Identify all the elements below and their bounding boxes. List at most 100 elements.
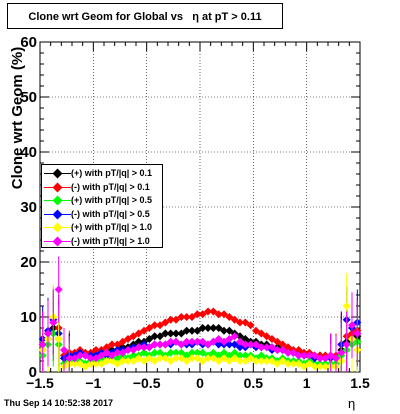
data-point <box>70 359 79 368</box>
x-tick-label: −1 <box>85 375 101 391</box>
data-point <box>225 340 234 349</box>
data-point <box>236 337 244 346</box>
data-point <box>76 351 84 360</box>
data-point <box>252 357 260 365</box>
data-point <box>156 340 164 349</box>
data-point <box>204 307 212 316</box>
data-point <box>166 337 175 346</box>
legend-entry: (-) with pT/|q| > 0.1 <box>42 181 162 194</box>
data-point <box>145 324 154 332</box>
legend-label: (-) with pT/|q| > 0.1 <box>71 181 150 192</box>
data-point <box>177 354 186 363</box>
legend-entry: (-) with pT/|q| > 1.0 <box>42 235 162 248</box>
data-point <box>92 354 100 363</box>
data-point <box>198 310 207 319</box>
timestamp-footer: Thu Sep 14 10:52:38 2017 <box>4 398 114 408</box>
data-point <box>188 326 196 335</box>
tick-labels: 0 10 20 30 40 50 60 −1.5 −1 −0.5 0 0.5 1 1.5 <box>20 34 370 391</box>
data-point <box>92 346 100 354</box>
data-point <box>177 340 186 349</box>
data-point <box>86 354 95 363</box>
data-point <box>118 357 127 365</box>
data-point <box>305 359 314 368</box>
data-point <box>321 354 330 363</box>
data-point <box>220 348 228 357</box>
data-point <box>182 337 191 346</box>
data-point <box>65 354 74 363</box>
data-point <box>204 354 212 363</box>
data-point <box>108 351 116 360</box>
data-point <box>150 321 159 330</box>
legend-marker-red <box>44 182 71 192</box>
legend-label: (+) with pT/|q| > 1.0 <box>71 222 153 232</box>
data-point <box>140 348 148 357</box>
y-tick-label: 60 <box>20 34 37 51</box>
data-point <box>353 329 362 338</box>
data-point <box>273 337 282 346</box>
data-point <box>182 357 191 365</box>
data-point <box>326 351 335 360</box>
data-point <box>273 346 282 354</box>
data-point <box>332 354 340 363</box>
data-point <box>273 359 282 368</box>
data-point <box>102 357 111 365</box>
data-point <box>241 351 250 360</box>
data-point <box>246 340 255 349</box>
data-point <box>236 357 244 365</box>
data-point <box>118 348 127 357</box>
data-point <box>161 329 170 338</box>
data-point <box>214 324 223 332</box>
data-point <box>220 310 228 319</box>
data-point <box>188 313 196 321</box>
data-point <box>278 346 287 354</box>
data-point <box>97 359 106 368</box>
data-point <box>246 354 255 363</box>
y-tick-label: 0 <box>29 364 37 381</box>
data-point <box>214 335 223 343</box>
data-point <box>214 357 223 365</box>
data-point <box>321 362 330 371</box>
data-point <box>305 351 314 360</box>
data-point <box>225 357 234 365</box>
data-point <box>241 318 250 327</box>
data-point <box>241 340 250 349</box>
data-point <box>172 354 180 363</box>
legend-marker-blue <box>44 209 71 219</box>
data-point <box>86 359 95 368</box>
legend-entry: (-) with pT/|q| > 0.5 <box>42 208 162 221</box>
legend-entry: (+) with pT/|q| > 0.5 <box>42 194 162 207</box>
data-point <box>209 337 218 346</box>
data-point <box>268 343 276 352</box>
legend-label: (-) with pT/|q| > 1.0 <box>71 235 150 246</box>
data-point <box>214 310 223 319</box>
data-point <box>310 351 319 360</box>
data-point <box>134 354 143 363</box>
data-point <box>113 359 122 368</box>
data-point <box>230 354 239 363</box>
data-point <box>198 348 207 357</box>
data-point <box>230 340 239 349</box>
data-point <box>177 329 186 338</box>
data-point <box>204 324 212 332</box>
data-point <box>81 351 90 360</box>
data-point <box>262 332 271 341</box>
data-point <box>316 354 324 363</box>
x-tick-label: 0 <box>196 375 204 391</box>
data-point <box>188 354 196 363</box>
y-tick-label: 30 <box>20 199 37 216</box>
data-point <box>316 362 324 371</box>
data-point <box>124 346 132 354</box>
data-point <box>241 357 250 365</box>
data-point <box>44 329 52 338</box>
data-point <box>182 326 191 335</box>
data-point <box>225 335 234 343</box>
data-point <box>225 326 234 335</box>
data-point <box>193 348 202 357</box>
data-point <box>294 359 303 368</box>
data-point <box>54 335 63 343</box>
x-axis-label: η <box>348 396 356 411</box>
data-point <box>262 343 271 352</box>
data-point <box>268 335 276 343</box>
data-point <box>172 329 180 338</box>
data-point <box>129 357 138 365</box>
